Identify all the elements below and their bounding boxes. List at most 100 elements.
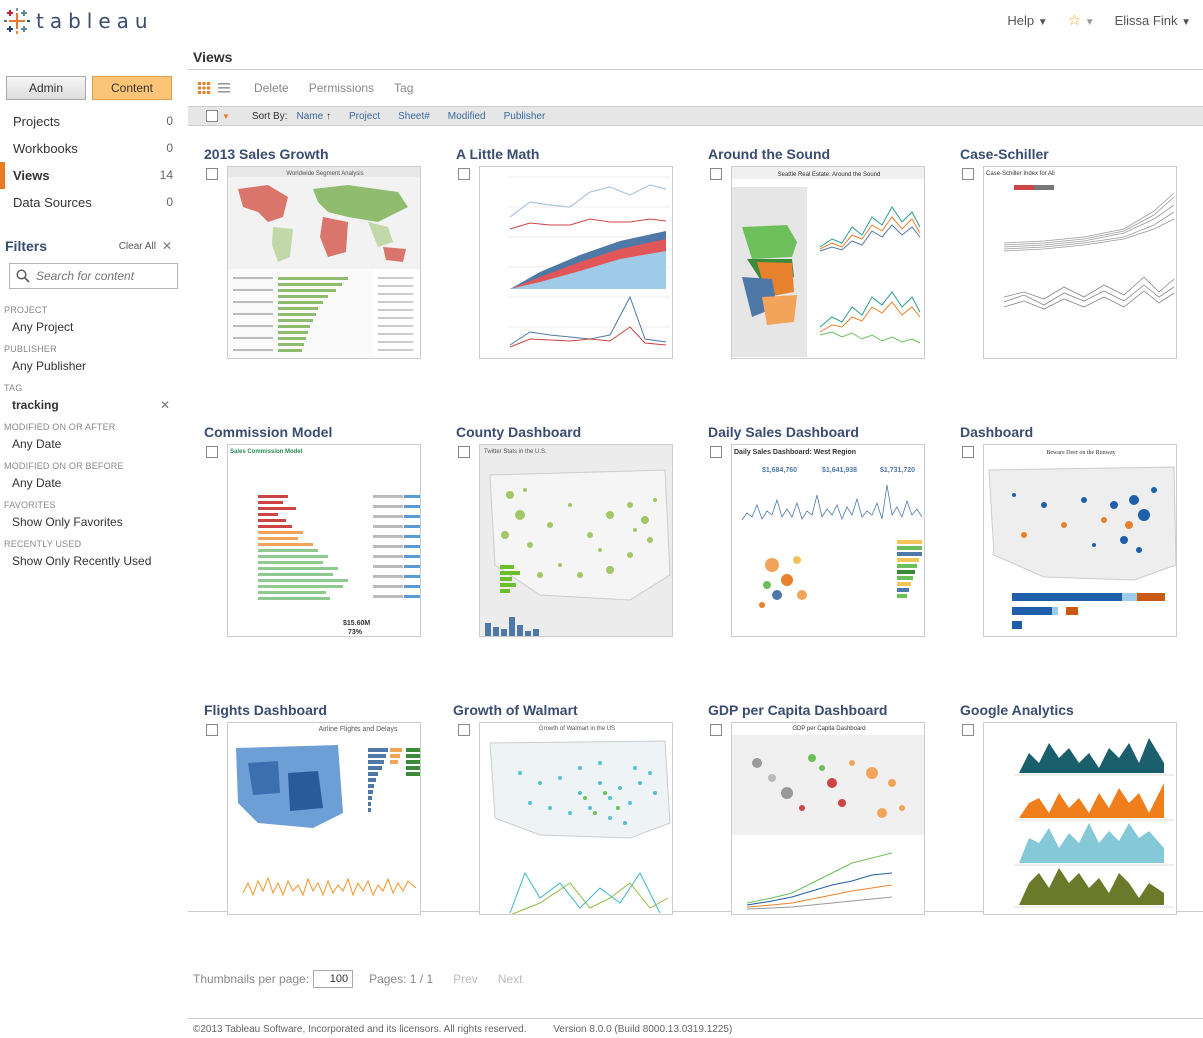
view-card[interactable]: Commission Model Sales Commission Model …	[204, 424, 434, 644]
view-card[interactable]: Daily Sales Dashboard Daily Sales Dashbo…	[708, 424, 938, 644]
view-checkbox[interactable]	[206, 168, 218, 180]
user-menu[interactable]: Elissa Fink ▼	[1115, 13, 1191, 28]
view-title[interactable]: Case-Schiller	[960, 146, 1049, 162]
view-title[interactable]: Daily Sales Dashboard	[708, 424, 859, 440]
view-checkbox[interactable]	[710, 724, 722, 736]
filter-value[interactable]: Any Date	[12, 476, 62, 490]
select-all-checkbox[interactable]	[206, 110, 218, 122]
content-nav: Projects 0 Workbooks 0 Views 14 Data Source…	[0, 108, 180, 216]
sort-bar: ▼ Sort By: Name ↑ Project Sheet# Modifie…	[188, 106, 1203, 126]
view-thumbnail[interactable]: Sales Commission Model $15.60M 73%	[227, 444, 421, 637]
view-thumbnail[interactable]: Case-Schiller Index for All	[983, 166, 1177, 359]
svg-text:Seattle Real Estate: Around th: Seattle Real Estate: Around the Sound	[778, 172, 881, 178]
filter-value-tag[interactable]: tracking ✕	[4, 398, 180, 412]
nav-item-views[interactable]: Views 14	[0, 162, 180, 189]
view-title[interactable]: 2013 Sales Growth	[204, 146, 329, 162]
nav-item-projects[interactable]: Projects 0	[0, 108, 180, 135]
favorites-caret-icon: ▼	[1084, 17, 1095, 28]
view-title[interactable]: A Little Math	[456, 146, 540, 162]
view-thumbnail[interactable]	[983, 722, 1177, 915]
user-caret-icon: ▼	[1181, 16, 1191, 28]
view-card[interactable]: 2013 Sales Growth Worldwide Segment Anal…	[204, 146, 434, 366]
copyright: ©2013 Tableau Software, Incorporated and…	[193, 1024, 732, 1035]
permissions-button[interactable]: Permissions	[308, 81, 375, 95]
view-card[interactable]: GDP per Capita Dashboard GDP per Capita …	[708, 702, 938, 922]
sort-publisher[interactable]: Publisher	[503, 110, 546, 122]
tableau-logo[interactable]: tableau	[4, 8, 154, 34]
favorites-menu[interactable]: ☆ ▼	[1068, 11, 1095, 29]
svg-text:Twitter Stats in the U.S.: Twitter Stats in the U.S.	[484, 449, 547, 455]
tag-button[interactable]: Tag	[394, 81, 414, 95]
remove-tag-icon[interactable]: ✕	[159, 398, 170, 412]
footer-divider	[188, 1018, 1203, 1019]
view-card[interactable]: Flights Dashboard Airline Flights and De…	[204, 702, 434, 922]
prev-button[interactable]: Prev	[453, 972, 478, 986]
next-button[interactable]: Next	[497, 972, 523, 986]
view-checkbox[interactable]	[962, 446, 974, 458]
nav-item-count: 14	[159, 168, 173, 182]
tab-admin[interactable]: Admin	[6, 76, 86, 100]
view-card[interactable]: Around the Sound Seattle Real Estate: Ar…	[708, 146, 938, 366]
search-input[interactable]	[36, 269, 176, 283]
sort-project[interactable]: Project	[348, 110, 381, 122]
view-checkbox[interactable]	[962, 724, 974, 736]
filter-value[interactable]: Any Date	[12, 437, 62, 451]
clear-all-button[interactable]: Clear All ✕	[119, 239, 172, 253]
sort-modified[interactable]: Modified	[447, 110, 486, 122]
view-thumbnail[interactable]: Twitter Stats in the U.S.	[479, 444, 673, 637]
filter-label: MODIFIED ON OR AFTER	[4, 422, 116, 432]
view-title[interactable]: Around the Sound	[708, 146, 831, 162]
view-thumbnail[interactable]: Growth of Walmart in the US	[479, 722, 673, 915]
view-checkbox[interactable]	[458, 446, 470, 458]
delete-button[interactable]: Delete	[254, 81, 289, 95]
sort-name[interactable]: Name ↑	[297, 111, 331, 122]
select-dropdown-icon[interactable]: ▼	[222, 111, 230, 121]
svg-text:$1,641,938: $1,641,938	[822, 467, 857, 474]
view-thumbnail[interactable]: GDP per Capita Dashboard	[731, 722, 925, 915]
list-view-icon[interactable]	[218, 82, 230, 94]
nav-item-data-sources[interactable]: Data Sources 0	[0, 189, 180, 216]
view-title[interactable]: Commission Model	[204, 424, 333, 440]
filter-value[interactable]: Any Project	[12, 320, 74, 334]
view-checkbox[interactable]	[710, 446, 722, 458]
view-card[interactable]: Dashboard Beware Deer on the Runway	[960, 424, 1190, 644]
view-title[interactable]: GDP per Capita Dashboard	[708, 702, 888, 718]
view-thumbnail[interactable]: Daily Sales Dashboard: West Region $1,68…	[731, 444, 925, 637]
nav-item-workbooks[interactable]: Workbooks 0	[0, 135, 180, 162]
grid-view-icon[interactable]	[198, 82, 210, 94]
filter-value[interactable]: Show Only Recently Used	[12, 554, 152, 568]
view-card[interactable]: Growth of Walmart Growth of Walmart in t…	[453, 702, 686, 922]
view-title[interactable]: Flights Dashboard	[204, 702, 327, 718]
view-thumbnail[interactable]: Seattle Real Estate: Around the Sound	[731, 166, 925, 359]
view-title[interactable]: County Dashboard	[456, 424, 582, 440]
view-checkbox[interactable]	[206, 446, 218, 458]
filter-value[interactable]: Any Publisher	[12, 359, 87, 373]
filter-value[interactable]: Show Only Favorites	[12, 515, 123, 529]
view-checkbox[interactable]	[206, 724, 218, 736]
view-title[interactable]: Google Analytics	[960, 702, 1074, 718]
view-card[interactable]: Case-Schiller Case-Schiller Index for Al…	[960, 146, 1190, 366]
tab-content[interactable]: Content	[92, 76, 172, 100]
view-checkbox[interactable]	[962, 168, 974, 180]
svg-text:Daily Sales Dashboard: West Re: Daily Sales Dashboard: West Region	[734, 449, 856, 456]
view-card[interactable]: Google Analytics	[960, 702, 1190, 922]
view-title[interactable]: Growth of Walmart	[453, 702, 578, 718]
view-thumbnail[interactable]: Airline Flights and Delays	[227, 722, 421, 915]
view-checkbox[interactable]	[458, 168, 470, 180]
view-title[interactable]: Dashboard	[960, 424, 1034, 440]
copyright-text: ©2013 Tableau Software, Incorporated and…	[193, 1024, 527, 1035]
view-thumbnail[interactable]	[479, 166, 673, 359]
view-card[interactable]: A Little Math	[456, 146, 686, 366]
nav-item-count: 0	[166, 114, 173, 128]
help-menu[interactable]: Help ▼	[1007, 13, 1047, 28]
view-card[interactable]: County Dashboard Twitter Stats in the U.…	[456, 424, 686, 644]
view-thumbnail[interactable]: Worldwide Segment Analysis	[227, 166, 421, 359]
brand-wordmark: tableau	[36, 9, 154, 33]
view-checkbox[interactable]	[710, 168, 722, 180]
view-checkbox[interactable]	[458, 724, 470, 736]
star-icon: ☆	[1067, 12, 1082, 29]
view-thumbnail[interactable]: Beware Deer on the Runway	[983, 444, 1177, 637]
per-page-input[interactable]	[313, 970, 354, 988]
sort-sheet[interactable]: Sheet#	[398, 110, 430, 122]
version-text: Version 8.0.0 (Build 8000.13.0319.1225)	[553, 1024, 733, 1035]
